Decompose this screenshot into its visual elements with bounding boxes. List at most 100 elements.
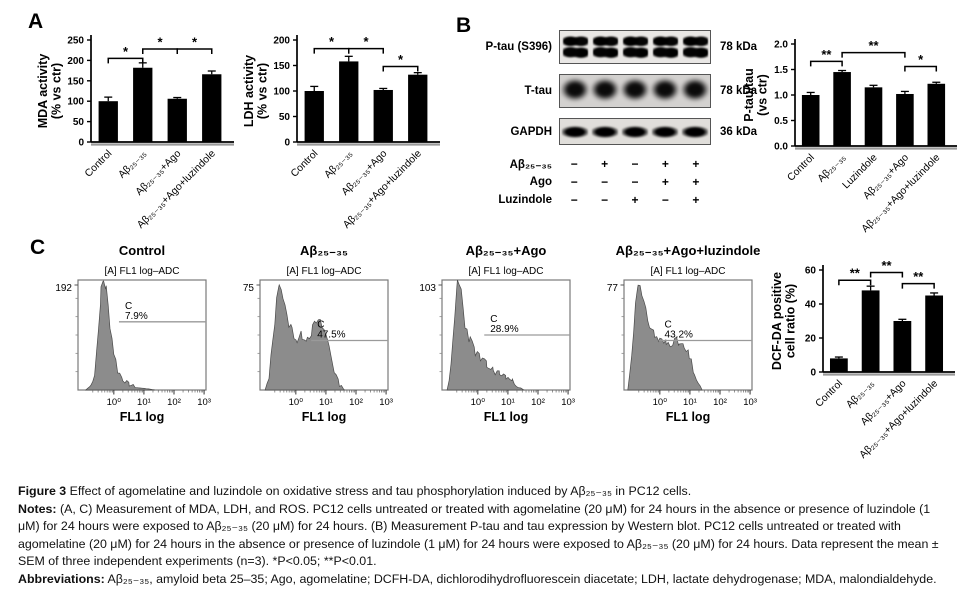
caption-title: Figure 3 Effect of agomelatine and luzin… <box>18 483 950 501</box>
protein-band <box>682 34 708 60</box>
y-tick-label: 50 <box>73 117 85 128</box>
y-tick-label: 150 <box>67 76 84 87</box>
bar <box>202 74 222 142</box>
treatment-matrix: Aβ₂₅₋₃₅ − + − + + Ago − − − + + Luzindole − − + − + <box>468 155 768 209</box>
bar <box>861 290 880 372</box>
caption-figure-text: Effect of agomelatine and luzindole on o… <box>66 484 692 498</box>
significance-bracket <box>904 65 938 72</box>
y-axis-title: (% vs ctr) <box>256 63 270 119</box>
panel-c-label: C <box>30 236 46 259</box>
significance-bracket <box>313 47 350 54</box>
panel-b-label: B <box>456 14 472 37</box>
y-axis-title: DCF-DA positive <box>770 272 784 370</box>
y-tick-label: 60 <box>805 266 817 277</box>
significance-bracket <box>841 51 906 58</box>
significance-bracket <box>142 48 178 54</box>
protein-band <box>562 34 588 60</box>
significance-bracket <box>869 271 904 278</box>
x-tick-label: 10¹ <box>683 397 697 408</box>
molecular-weight-label: 78 kDa <box>720 41 758 53</box>
treatment-sign: − <box>631 175 639 189</box>
significance-label: ** <box>850 266 861 281</box>
bar <box>167 98 187 142</box>
condition-title: Aβ₂₅₋₃₅ <box>300 243 348 258</box>
significance-bracket <box>176 48 213 54</box>
bar-chart-svg: 0.00.51.01.52.0P-tau/tau (vs ctr)Control A… <box>742 38 957 235</box>
bar <box>373 89 393 142</box>
histogram-density <box>264 283 346 391</box>
y-tick-label: 100 <box>273 87 290 98</box>
caption-abbreviations: Abbreviations: Aβ₂₅₋₃₅, amyloid beta 25–… <box>18 571 950 589</box>
treatment-sign: − <box>570 193 578 207</box>
y-tick-label: 1.5 <box>774 65 788 76</box>
blot-image <box>559 118 711 145</box>
significance-label: ** <box>913 269 924 284</box>
gate-percent: 7.9% <box>125 311 148 322</box>
x-axis-title: FL1 log <box>484 410 528 424</box>
x-tick-label: 10¹ <box>501 397 515 408</box>
significance-label: * <box>329 34 335 49</box>
western-blot-panel: P-tau (S396) 78 kDa T-tau 78 kDa GAPDH 36 kDa… <box>468 30 768 209</box>
plot-title: [A] FL1 log–ADC <box>650 266 725 277</box>
bar <box>408 74 428 142</box>
flow-histogram-abeta: Aβ₂₅₋₃₅ [A] FL1 log–ADC 75 C 47.5% 10⁰ 10¹ 10² 1… <box>222 240 402 437</box>
treatment-sign: + <box>601 157 609 171</box>
protein-band <box>652 124 678 139</box>
treatment-sign: + <box>661 175 669 189</box>
x-category-label: Control <box>814 378 845 409</box>
protein-band <box>561 77 589 105</box>
blot-row: GAPDH 36 kDa <box>468 118 768 145</box>
x-category-label: Control <box>83 148 114 179</box>
y-tick-label: 0.0 <box>774 142 788 153</box>
caption-abbrev-label: Abbreviations: <box>18 572 105 587</box>
blot-label: T-tau <box>524 85 552 97</box>
caption-notes-label: Notes: <box>18 501 57 516</box>
significance-bracket <box>348 47 384 54</box>
treatment-row: Aβ₂₅₋₃₅ − + − + + <box>468 155 768 173</box>
blot-row: T-tau 78 kDa <box>468 74 768 108</box>
treatment-sign: − <box>601 193 609 207</box>
y-max-label: 192 <box>55 283 72 294</box>
blot-label: P-tau (S396) <box>485 41 552 53</box>
x-tick-label: 10³ <box>561 397 575 408</box>
significance-label: ** <box>821 47 832 62</box>
y-tick-label: 0 <box>284 138 290 149</box>
y-max-label: 75 <box>243 283 255 294</box>
treatment-label: Luzindole <box>498 194 552 206</box>
ptau-bar-chart: 0.0 0.5 1.0 1.5 2.0 P-tau/tau (vs ctr) Control A… <box>740 26 962 246</box>
y-axis-title: P-tau/tau <box>742 68 756 121</box>
treatment-label: Ago <box>529 176 552 188</box>
gate-label: C <box>125 301 132 312</box>
treatment-label: Aβ₂₅₋₃₅ <box>509 159 552 171</box>
gate-percent: 43.2% <box>665 330 693 341</box>
y-tick-label: 0.5 <box>774 116 788 127</box>
bar-chart-svg: 0 50 100 150 200 LDH activity (% vs ctr) Contro… <box>242 34 440 231</box>
blot-row: P-tau (S396) 78 kDa <box>468 30 768 64</box>
histogram-svg: Aβ₂₅₋₃₅ [A] FL1 log–ADC 75 C47.5% 10⁰ 10¹ 10² 1… <box>243 243 393 424</box>
mda-bar-chart: 0 50 100 150 200 250 MDA activity (% vs ctr) Con… <box>34 22 239 239</box>
protein-band <box>591 77 619 105</box>
x-tick-label: 10³ <box>379 397 393 408</box>
x-tick-label: 10² <box>713 397 727 408</box>
y-tick-label: 100 <box>67 97 84 108</box>
significance-label: * <box>123 44 129 59</box>
caption-notes-text: (A, C) Measurement of MDA, LDH, and ROS.… <box>18 501 939 569</box>
bar <box>896 93 914 146</box>
treatment-signs: − + − + + <box>559 157 711 171</box>
x-axis-title: FL1 log <box>120 410 164 424</box>
blot-image <box>559 74 711 108</box>
flow-histogram-abeta-ago-luzindole: Aβ₂₅₋₃₅+Ago+luzindole [A] FL1 log–ADC 77 C 4… <box>586 240 766 437</box>
significance-bracket <box>107 57 144 64</box>
y-axis-title: cell ratio (%) <box>784 284 798 358</box>
treatment-sign: − <box>631 157 639 171</box>
caption-abbrev-text: Aβ₂₅₋₃₅, amyloid beta 25–35; Ago, agomel… <box>104 572 937 587</box>
protein-band <box>652 34 678 60</box>
x-tick-label: 10² <box>349 397 363 408</box>
significance-label: * <box>157 34 163 49</box>
treatment-sign: − <box>601 175 609 189</box>
bar <box>829 358 848 372</box>
y-tick-label: 200 <box>67 56 84 67</box>
bar <box>833 72 851 146</box>
significance-bracket <box>382 65 419 72</box>
significance-label: * <box>398 52 404 67</box>
